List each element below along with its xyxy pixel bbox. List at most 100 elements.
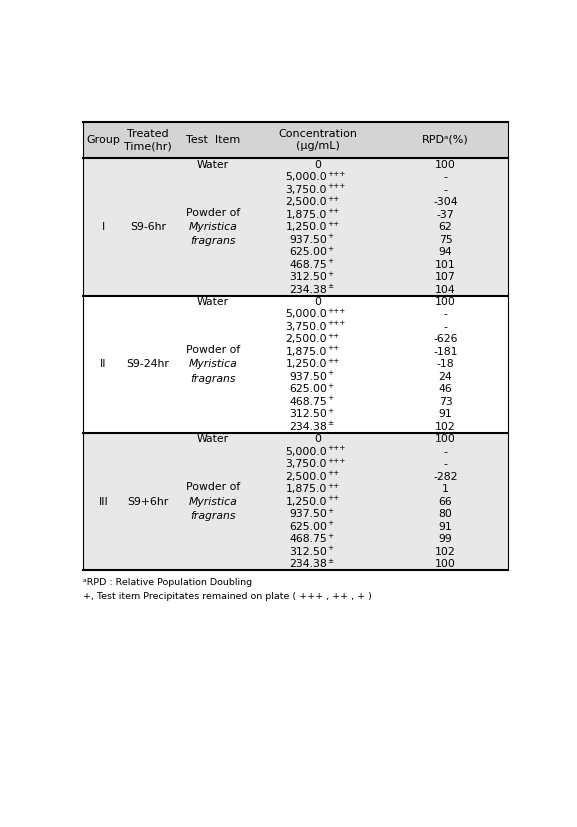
Text: 100: 100 <box>435 434 456 444</box>
Text: +: + <box>328 246 334 251</box>
Text: +++: +++ <box>328 308 346 314</box>
Text: +: + <box>328 395 334 401</box>
Text: 62: 62 <box>439 222 452 232</box>
Text: +++: +++ <box>328 445 346 452</box>
Text: +: + <box>328 508 334 514</box>
Text: ++: ++ <box>328 471 340 476</box>
Text: ++: ++ <box>328 333 340 339</box>
Text: 3,750.0: 3,750.0 <box>286 184 327 194</box>
Text: 66: 66 <box>439 497 452 507</box>
Text: RPDᵃ(%): RPDᵃ(%) <box>422 135 469 145</box>
Text: Myristica: Myristica <box>189 222 237 232</box>
Text: 312.50: 312.50 <box>289 409 327 419</box>
Text: ++: ++ <box>328 495 340 501</box>
Text: Test  Item: Test Item <box>186 135 240 145</box>
Text: 102: 102 <box>435 422 456 432</box>
Text: 102: 102 <box>435 547 456 557</box>
Text: S9-24hr: S9-24hr <box>127 360 170 370</box>
Text: +: + <box>328 370 334 376</box>
Text: 312.50: 312.50 <box>289 547 327 557</box>
Text: 3,750.0: 3,750.0 <box>286 459 327 469</box>
Text: Myristica: Myristica <box>189 497 237 507</box>
Text: Water: Water <box>197 434 229 444</box>
Text: Concentration
(μg/mL): Concentration (μg/mL) <box>279 129 358 151</box>
Text: 1,250.0: 1,250.0 <box>286 360 327 370</box>
Text: -18: -18 <box>437 360 454 370</box>
Text: +: + <box>328 545 334 551</box>
Text: 5,000.0: 5,000.0 <box>285 172 327 182</box>
Text: -: - <box>444 172 447 182</box>
Text: -282: -282 <box>433 471 458 482</box>
Text: Group: Group <box>87 135 121 145</box>
Bar <box>83 433 508 571</box>
Bar <box>83 122 508 159</box>
Text: Treated
Time(hr): Treated Time(hr) <box>124 129 172 151</box>
Text: 1,875.0: 1,875.0 <box>286 485 327 495</box>
Text: +++: +++ <box>328 183 346 189</box>
Text: ++: ++ <box>328 346 340 351</box>
Text: Powder of: Powder of <box>186 482 240 492</box>
Text: 937.50: 937.50 <box>289 509 327 519</box>
Text: fragrans: fragrans <box>190 237 236 246</box>
Text: 104: 104 <box>435 284 456 294</box>
Text: +: + <box>328 258 334 264</box>
Text: 1,250.0: 1,250.0 <box>286 497 327 507</box>
Text: 91: 91 <box>439 409 452 419</box>
Text: -: - <box>444 322 447 332</box>
Text: Myristica: Myristica <box>189 360 237 370</box>
Text: ±: ± <box>328 420 334 426</box>
Text: 2,500.0: 2,500.0 <box>286 197 327 207</box>
Text: +: + <box>328 383 334 389</box>
Text: 75: 75 <box>439 235 452 245</box>
Text: 107: 107 <box>435 272 456 282</box>
Text: I: I <box>102 222 105 232</box>
Text: 625.00: 625.00 <box>289 385 327 394</box>
Text: -626: -626 <box>433 334 458 344</box>
Bar <box>83 159 508 296</box>
Text: +, Test item Precipitates remained on plate ( +++ , ++ , + ): +, Test item Precipitates remained on pl… <box>83 592 372 601</box>
Text: S9-6hr: S9-6hr <box>130 222 166 232</box>
Text: 234.38: 234.38 <box>289 422 327 432</box>
Text: -: - <box>444 184 447 194</box>
Text: 468.75: 468.75 <box>289 397 327 407</box>
Text: 625.00: 625.00 <box>289 247 327 257</box>
Text: 0: 0 <box>314 434 321 444</box>
Text: ++: ++ <box>328 196 340 202</box>
Text: 1: 1 <box>442 485 449 495</box>
Text: ±: ± <box>328 557 334 564</box>
Text: 0: 0 <box>314 160 321 170</box>
Text: +: + <box>328 270 334 276</box>
Text: ±: ± <box>328 283 334 289</box>
Text: 99: 99 <box>439 534 452 544</box>
Text: +: + <box>328 533 334 538</box>
Text: Powder of: Powder of <box>186 208 240 218</box>
Text: 625.00: 625.00 <box>289 522 327 532</box>
Text: Powder of: Powder of <box>186 345 240 355</box>
Text: 2,500.0: 2,500.0 <box>286 471 327 482</box>
Text: 312.50: 312.50 <box>289 272 327 282</box>
Text: -181: -181 <box>433 347 458 357</box>
Text: 234.38: 234.38 <box>289 559 327 569</box>
Text: +: + <box>328 233 334 239</box>
Text: 468.75: 468.75 <box>289 260 327 270</box>
Text: 46: 46 <box>439 385 452 394</box>
Text: ++: ++ <box>328 483 340 489</box>
Text: ++: ++ <box>328 358 340 364</box>
Text: -: - <box>444 309 447 319</box>
Text: 100: 100 <box>435 297 456 307</box>
Text: 468.75: 468.75 <box>289 534 327 544</box>
Text: 234.38: 234.38 <box>289 284 327 294</box>
Text: +++: +++ <box>328 170 346 177</box>
Text: 94: 94 <box>439 247 452 257</box>
Text: -: - <box>444 459 447 469</box>
Text: +: + <box>328 520 334 526</box>
Text: 5,000.0: 5,000.0 <box>285 447 327 457</box>
Text: 0: 0 <box>314 297 321 307</box>
Text: ᵃRPD : Relative Population Doubling: ᵃRPD : Relative Population Doubling <box>83 578 252 587</box>
Text: +++: +++ <box>328 320 346 327</box>
Text: 101: 101 <box>435 260 456 270</box>
Text: -304: -304 <box>433 197 458 207</box>
Bar <box>83 296 508 433</box>
Text: 100: 100 <box>435 559 456 569</box>
Text: +: + <box>328 408 334 414</box>
